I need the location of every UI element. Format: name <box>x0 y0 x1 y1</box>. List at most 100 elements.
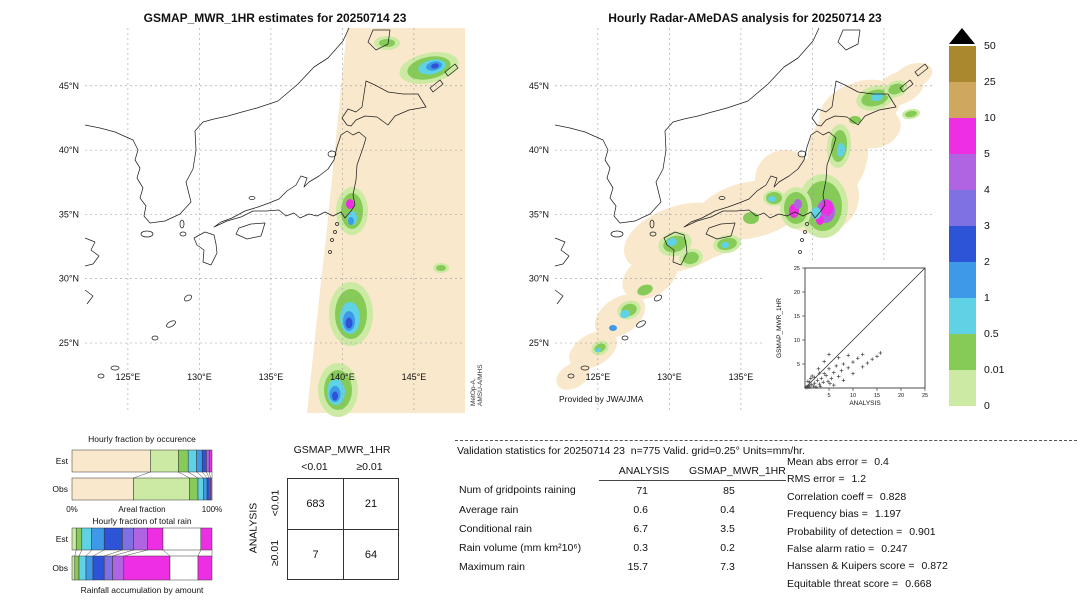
occurrence-title: Hourly fraction by occurence <box>88 434 196 444</box>
colorbar-label: 4 <box>984 183 990 196</box>
lon-label: 145°E <box>402 372 427 382</box>
score-row: Mean abs error = 0.4 <box>787 456 948 473</box>
bar-segment <box>85 555 94 581</box>
x-tick-label: 15 <box>874 393 880 399</box>
score-value: 0.828 <box>879 490 907 503</box>
colorbar-cell <box>949 82 976 118</box>
y-tick-label: 25 <box>794 266 800 272</box>
lat-label: 40°N <box>59 145 79 155</box>
bar-segment <box>123 555 171 581</box>
col-header-wet: ≥0.01 <box>356 461 383 473</box>
hokkaido-coast <box>341 80 427 127</box>
precip-blob <box>743 212 759 224</box>
gsmap-estimates-map: 125°E 130°E 135°E 140°E 145°E 45°N 40°N 35°N 30°… <box>59 27 484 417</box>
contingency-title: GSMAP_MWR_1HR <box>293 444 391 456</box>
precip-blob <box>379 39 395 47</box>
bar-segment <box>201 449 207 473</box>
kyushu-coast <box>193 231 218 266</box>
bar-segment <box>78 555 87 581</box>
colorbar-cell <box>949 370 976 406</box>
contingency-row-axis: ANALYSIS <box>247 502 260 554</box>
score-row: Frequency bias = 1.197 <box>787 508 948 525</box>
stat-row: Rain volume (mm km²10⁶) 0.3 0.2 <box>457 538 786 557</box>
score-label: Hanssen & Kuipers score = <box>787 560 915 573</box>
gsmap-value: 0.4 <box>720 503 735 516</box>
contingency-table: GSMAP_MWR_1HR <0.01 ≥0.01 ANALYSIS <0.01… <box>240 442 410 582</box>
stat-row: Average rain 0.6 0.4 <box>457 500 786 519</box>
bar-segment <box>92 555 105 581</box>
satellite-name: MetOp-A, <box>470 378 477 406</box>
izu-island <box>328 250 332 254</box>
bar-segment <box>206 477 210 501</box>
obs-label: Obs <box>52 484 68 494</box>
validation-header-row: ANALYSIS GSMAP_MWR_1HR <box>457 461 786 481</box>
score-row: False alarm ratio = 0.247 <box>787 543 948 560</box>
oki-island <box>248 196 256 200</box>
bar-segment <box>197 555 213 581</box>
x-tick-label: 5 <box>827 393 830 399</box>
bar-segment <box>91 527 105 551</box>
bar-connector <box>196 471 204 479</box>
analysis-value: 71 <box>636 484 648 497</box>
bar-segment <box>147 527 164 551</box>
bar-segment <box>206 449 210 473</box>
precip-blob <box>332 391 338 401</box>
lon-label: 130°E <box>657 372 682 382</box>
colorbar-cell <box>949 298 976 334</box>
lon-label: 140°E <box>330 372 355 382</box>
colorbar-cell <box>949 262 976 298</box>
lat-label: 40°N <box>529 145 549 155</box>
cell-misses: 7 <box>288 529 343 579</box>
occurrence-bars <box>71 449 213 501</box>
inset-ylabel: GSMAP_MWR_1HR <box>776 298 783 358</box>
gsmap-value: 0.2 <box>720 541 735 554</box>
score-label: Mean abs error = <box>787 456 868 468</box>
bar-connector <box>197 549 202 557</box>
analysis-value: 6.7 <box>633 522 648 535</box>
colorbar-label: 25 <box>984 75 996 88</box>
colorbar-label: 0 <box>984 399 990 412</box>
precip-blob <box>346 199 354 209</box>
bar-connector <box>162 549 171 557</box>
tsushima-island <box>179 219 185 229</box>
validation-title: Validation statistics for 20250714 23 n=… <box>457 445 805 457</box>
colorbar-label: 50 <box>984 39 996 52</box>
contingency-col-headers: <0.01 ≥0.01 <box>287 461 397 473</box>
est-label: Est <box>56 456 69 466</box>
bar-segment <box>75 527 83 551</box>
gsmap-value: 7.3 <box>720 560 735 573</box>
lon-label: 135°E <box>259 372 284 382</box>
radar-credit: Provided by JWA/JMA <box>559 394 644 404</box>
precip-blob <box>620 309 630 319</box>
y-tick-label: 10 <box>794 338 800 344</box>
jeju-island <box>140 230 154 238</box>
bar-segment <box>74 555 80 581</box>
right-map-title: Hourly Radar-AMeDAS analysis for 2025071… <box>608 11 882 25</box>
total-rain-title: Hourly fraction of total rain <box>92 516 191 526</box>
y-tick-label: 5 <box>797 362 800 368</box>
stat-label: Conditional rain <box>459 522 532 535</box>
bar-segment <box>112 555 125 581</box>
x-tick-label: 10 <box>850 393 856 399</box>
colorbar-label: 0.01 <box>984 363 1005 376</box>
bar-connector <box>92 549 105 557</box>
bar-segment <box>162 527 202 551</box>
score-row: Equitable threat score = 0.668 <box>787 578 948 595</box>
mainland-asia-coast <box>84 27 350 224</box>
stat-label: Maximum rain <box>459 560 525 573</box>
axis-hundred: 100% <box>202 505 222 514</box>
bar-connector <box>112 549 134 557</box>
score-value: 0.872 <box>921 560 948 573</box>
colorbar-cell <box>949 154 976 190</box>
axis-zero: 0% <box>66 505 78 514</box>
lat-label: 35°N <box>529 209 549 219</box>
bar-connector <box>202 471 208 479</box>
bar-connector <box>85 549 92 557</box>
cell-hits: 64 <box>343 529 398 579</box>
bar-segment <box>71 527 77 551</box>
obs-label: Obs <box>52 563 68 573</box>
bar-segment <box>103 555 113 581</box>
validation-panel: Validation statistics for 20250714 23 n=… <box>455 440 1077 601</box>
precip-blob <box>821 200 833 216</box>
lon-label: 125°E <box>116 372 141 382</box>
